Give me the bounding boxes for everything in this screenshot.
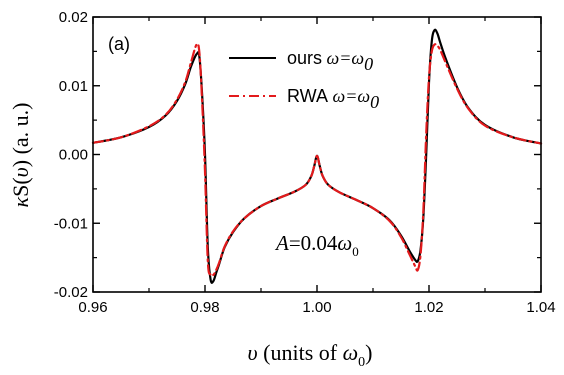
y-tick-label: 0.00 bbox=[59, 147, 88, 164]
legend: ours ω=ω0 RWA ω=ω0 bbox=[229, 48, 379, 112]
y-tick-label: -0.02 bbox=[54, 284, 88, 301]
amplitude-annotation: A=0.04ω0 bbox=[274, 231, 359, 259]
y-tick-label: 0.01 bbox=[59, 78, 88, 95]
tick-labels: 0.96 0.98 1.00 1.02 1.04 -0.02 -0.01 0.00 0.01 0.… bbox=[54, 9, 556, 316]
x-axis-title: υ (units of ω0) bbox=[248, 340, 373, 370]
x-tick-label: 1.00 bbox=[302, 299, 331, 316]
y-axis-title: κS(υ) (a. u.) bbox=[8, 103, 33, 208]
series-line-rwa bbox=[91, 42, 543, 278]
plot-frame bbox=[92, 16, 542, 293]
y-tick-label: 0.02 bbox=[59, 9, 88, 26]
panel-label: (a) bbox=[108, 34, 130, 54]
legend-label-rwa: RWA ω=ω0 bbox=[287, 86, 379, 112]
y-tick-label: -0.01 bbox=[54, 215, 88, 232]
x-tick-label: 0.98 bbox=[190, 299, 219, 316]
x-tick-label: 1.02 bbox=[414, 299, 443, 316]
x-tick-label: 1.04 bbox=[526, 299, 555, 316]
legend-label-ours: ours ω=ω0 bbox=[287, 48, 373, 74]
x-tick-label: 0.96 bbox=[78, 299, 107, 316]
series-layer bbox=[91, 28, 543, 284]
